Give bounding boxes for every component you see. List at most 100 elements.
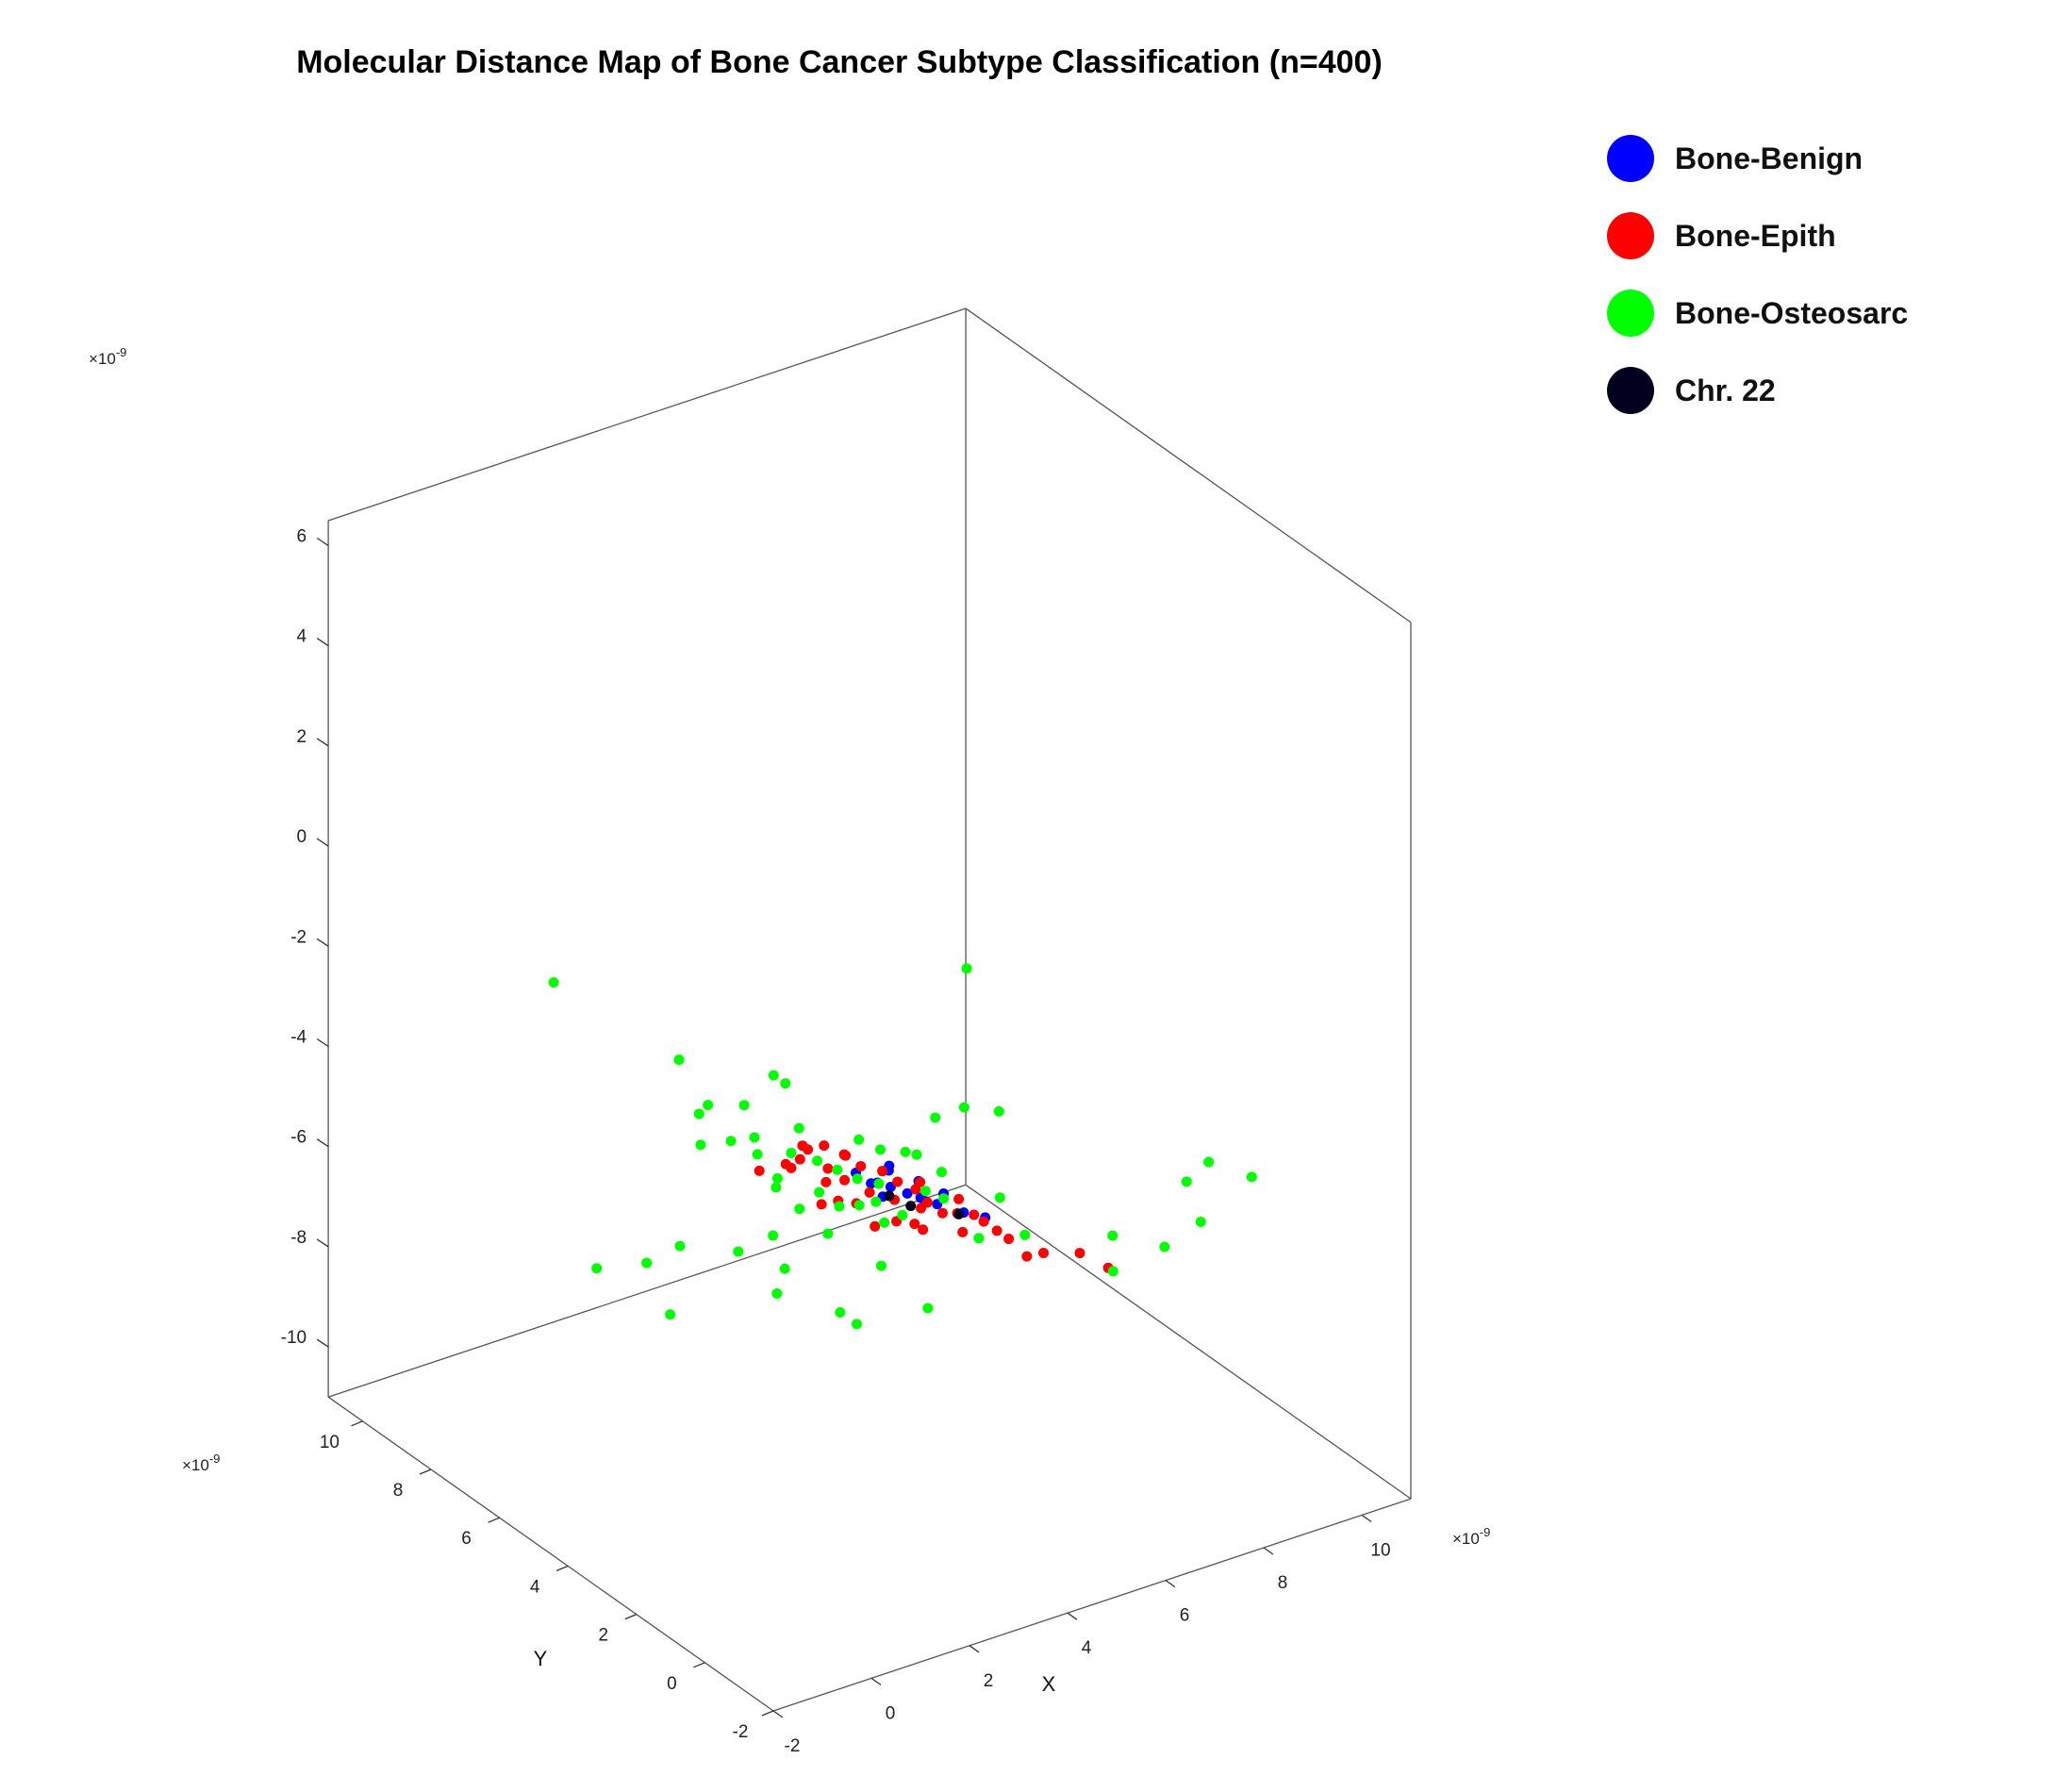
x-tick-mark bbox=[772, 1710, 784, 1718]
z-tick-mark bbox=[316, 738, 329, 747]
point-bone-epith bbox=[794, 1153, 805, 1165]
point-bone-epith bbox=[969, 1209, 980, 1220]
point-bone-osteosarc bbox=[673, 1054, 685, 1066]
axes-box bbox=[327, 307, 1412, 1712]
point-chr-22 bbox=[953, 1208, 965, 1220]
point-bone-osteosarc bbox=[786, 1147, 797, 1158]
point-bone-osteosarc bbox=[752, 1149, 763, 1160]
point-bone-epith bbox=[936, 1207, 948, 1219]
z-tick-mark bbox=[316, 1037, 329, 1048]
y-tick-label: 8 bbox=[393, 1481, 404, 1501]
point-bone-osteosarc bbox=[870, 1196, 882, 1207]
y-exponent-base: ×10 bbox=[182, 1456, 209, 1474]
axis-ticks: -2 0 2 4 6 8 10 -2 0 2 4 6 8 10 -10 -8 -6 -4 -2 0 2 4 6 bbox=[281, 527, 1391, 1757]
point-bone-osteosarc bbox=[738, 1100, 750, 1111]
point-bone-osteosarc bbox=[853, 1200, 865, 1211]
y-tick-label: 0 bbox=[667, 1674, 677, 1694]
point-bone-osteosarc bbox=[900, 1146, 911, 1157]
point-bone-osteosarc bbox=[768, 1070, 779, 1081]
point-bone-osteosarc bbox=[911, 1149, 922, 1160]
z-axis-exponent: ×10-9 bbox=[89, 345, 126, 368]
point-bone-osteosarc bbox=[852, 1319, 863, 1330]
point-bone-osteosarc bbox=[922, 1303, 934, 1314]
box-edge bbox=[327, 307, 967, 522]
point-bone-osteosarc bbox=[834, 1201, 845, 1212]
point-bone-epith bbox=[953, 1193, 965, 1204]
legend-marker bbox=[1607, 135, 1654, 182]
point-chr-22 bbox=[905, 1201, 917, 1212]
point-bone-osteosarc bbox=[695, 1139, 706, 1151]
y-tick-mark bbox=[419, 1468, 432, 1475]
z-tick-mark bbox=[316, 937, 329, 947]
point-bone-epith bbox=[957, 1226, 969, 1237]
point-bone-osteosarc bbox=[770, 1182, 782, 1193]
x-tick-label: 2 bbox=[984, 1671, 994, 1691]
box-edge bbox=[965, 307, 1412, 623]
z-exponent-base: ×10 bbox=[89, 350, 116, 368]
legend-label: Bone-Epith bbox=[1675, 219, 1836, 253]
point-bone-epith bbox=[978, 1216, 989, 1227]
point-bone-epith bbox=[864, 1186, 875, 1198]
y-tick-mark bbox=[488, 1517, 500, 1523]
x-axis-label: X bbox=[1042, 1672, 1056, 1696]
point-bone-osteosarc bbox=[812, 1155, 823, 1167]
y-tick-mark bbox=[624, 1613, 638, 1620]
point-bone-osteosarc bbox=[703, 1100, 714, 1111]
z-tick-label: -4 bbox=[290, 1028, 306, 1048]
point-chr-22 bbox=[884, 1190, 895, 1202]
point-bone-osteosarc bbox=[930, 1112, 941, 1123]
point-bone-osteosarc bbox=[1195, 1216, 1206, 1227]
point-bone-osteosarc bbox=[876, 1260, 887, 1271]
y-tick-mark bbox=[351, 1420, 363, 1427]
box-edge bbox=[327, 1396, 774, 1712]
z-tick-mark bbox=[316, 638, 329, 647]
point-bone-osteosarc bbox=[749, 1132, 760, 1143]
point-bone-osteosarc bbox=[794, 1203, 805, 1215]
point-bone-osteosarc bbox=[814, 1186, 825, 1198]
point-bone-epith bbox=[855, 1160, 867, 1171]
point-bone-osteosarc bbox=[936, 1167, 947, 1178]
z-tick-label: -10 bbox=[281, 1328, 306, 1348]
point-bone-osteosarc bbox=[591, 1263, 603, 1274]
z-tick-mark bbox=[316, 1238, 329, 1248]
x-axis-exponent: ×10-9 bbox=[1452, 1525, 1490, 1548]
x-exponent-power: -9 bbox=[1480, 1525, 1491, 1539]
box-edge bbox=[327, 1184, 967, 1398]
legend-marker bbox=[1607, 212, 1654, 259]
x-exponent-base: ×10 bbox=[1452, 1530, 1480, 1548]
y-axis-label: Y bbox=[534, 1647, 548, 1670]
point-bone-epith bbox=[918, 1224, 929, 1236]
x-tick-label: 0 bbox=[886, 1703, 896, 1723]
point-bone-osteosarc bbox=[1203, 1156, 1215, 1168]
legend-label: Bone-Benign bbox=[1675, 141, 1863, 175]
z-tick-label: -6 bbox=[290, 1128, 306, 1148]
x-tick-mark bbox=[1165, 1580, 1176, 1588]
point-bone-epith bbox=[1074, 1248, 1085, 1259]
y-tick-label: 10 bbox=[320, 1433, 340, 1452]
point-bone-osteosarc bbox=[733, 1246, 744, 1257]
point-bone-epith bbox=[870, 1220, 881, 1232]
x-tick-mark bbox=[969, 1645, 980, 1653]
point-bone-osteosarc bbox=[779, 1263, 790, 1274]
point-bone-osteosarc bbox=[665, 1309, 676, 1320]
point-bone-osteosarc bbox=[693, 1108, 704, 1120]
y-tick-label: -2 bbox=[733, 1722, 749, 1742]
point-bone-epith bbox=[819, 1140, 830, 1152]
point-bone-epith bbox=[1003, 1234, 1015, 1245]
point-bone-osteosarc bbox=[919, 1186, 931, 1197]
point-bone-epith bbox=[991, 1225, 1002, 1236]
legend-label: Bone-Osteosarc bbox=[1675, 296, 1908, 330]
point-bone-epith bbox=[754, 1165, 765, 1176]
x-tick-label: 10 bbox=[1370, 1540, 1390, 1560]
x-tick-mark bbox=[1067, 1612, 1078, 1620]
point-bone-osteosarc bbox=[1107, 1266, 1118, 1277]
z-tick-label: -2 bbox=[290, 927, 306, 947]
point-bone-epith bbox=[797, 1140, 808, 1152]
point-bone-epith bbox=[1021, 1251, 1033, 1262]
axis-labels: X Y ×10-9 ×10-9 ×10-9 bbox=[89, 345, 1490, 1696]
y-tick-label: 4 bbox=[530, 1577, 540, 1597]
point-bone-osteosarc bbox=[897, 1209, 908, 1220]
y-tick-label: 2 bbox=[599, 1626, 609, 1646]
z-tick-label: 4 bbox=[297, 627, 307, 647]
point-bone-epith bbox=[892, 1176, 903, 1187]
